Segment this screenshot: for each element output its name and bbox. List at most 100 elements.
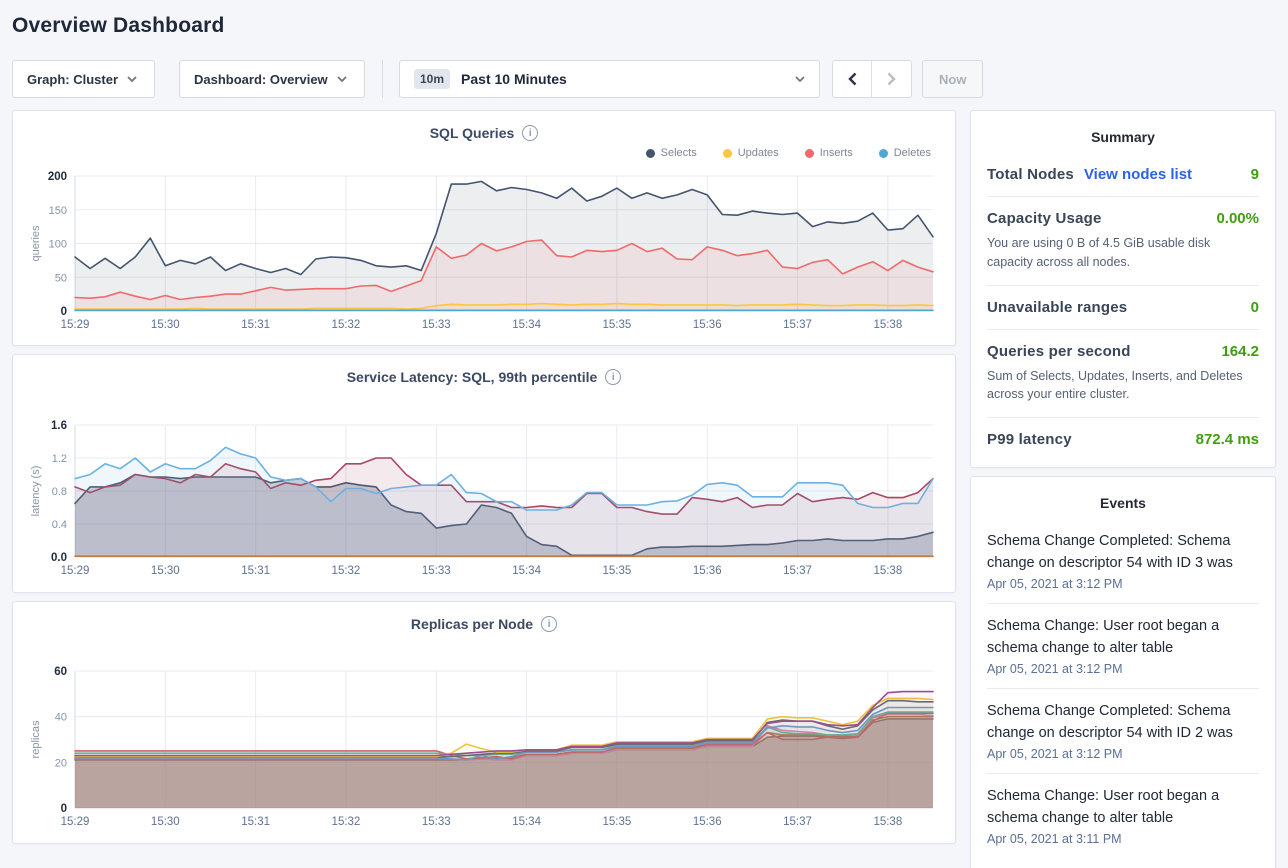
legend-dot — [878, 148, 888, 158]
legend-label: Deletes — [893, 147, 931, 159]
total-nodes-value: 9 — [1250, 166, 1259, 183]
event-item: Schema Change Completed: Schema change o… — [987, 519, 1259, 603]
svg-text:15:31: 15:31 — [241, 565, 270, 577]
svg-text:15:32: 15:32 — [332, 565, 361, 577]
event-timestamp: Apr 05, 2021 at 3:12 PM — [987, 577, 1123, 592]
chevron-down-icon — [337, 76, 347, 82]
unavailable-ranges-value: 0 — [1250, 298, 1259, 316]
event-timestamp: Apr 05, 2021 at 3:11 PM — [987, 832, 1122, 847]
svg-text:50: 50 — [55, 272, 67, 284]
capacity-label: Capacity Usage — [987, 210, 1102, 227]
svg-text:15:35: 15:35 — [603, 319, 632, 331]
legend-dot — [722, 148, 732, 158]
svg-text:15:36: 15:36 — [693, 816, 722, 828]
toolbar: Graph: Cluster Dashboard: Overview 10m P… — [12, 60, 1276, 98]
graph-dropdown[interactable]: Graph: Cluster — [12, 60, 155, 98]
svg-text:15:34: 15:34 — [512, 319, 541, 331]
view-nodes-list-link[interactable]: View nodes list — [1083, 166, 1193, 183]
graph-dropdown-label: Graph: Cluster — [27, 71, 119, 87]
legend-item-selects[interactable]: Selects — [645, 147, 697, 159]
svg-text:15:35: 15:35 — [603, 565, 632, 577]
svg-text:1.2: 1.2 — [52, 453, 67, 465]
svg-text:15:32: 15:32 — [332, 816, 361, 828]
sql-queries-chart[interactable]: 15:29 15:30 15:31 15:32 15:33 15:34 15:35 15:36… — [27, 161, 943, 337]
event-timestamp: Apr 05, 2021 at 3:12 PM — [987, 662, 1123, 677]
chevron-down-icon — [127, 76, 137, 82]
svg-text:40: 40 — [55, 712, 67, 724]
summary-row-total-nodes: Total Nodes View nodes list 9 — [987, 153, 1259, 197]
svg-text:15:38: 15:38 — [873, 816, 902, 828]
qps-value: 164.2 — [1221, 342, 1259, 360]
svg-text:15:34: 15:34 — [512, 565, 541, 577]
legend-item-inserts[interactable]: Inserts — [804, 147, 853, 159]
svg-text:15:36: 15:36 — [693, 319, 722, 331]
qps-description: Sum of Selects, Updates, Inserts, and De… — [987, 368, 1243, 402]
event-message: Schema Change: User root began a schema … — [987, 618, 1220, 657]
event-item: Schema Change: User root began a schema … — [987, 603, 1259, 688]
svg-text:15:32: 15:32 — [332, 319, 361, 331]
event-timestamp: Apr 05, 2021 at 3:12 PM — [987, 747, 1123, 762]
sidebar: Summary Total Nodes View nodes list 9 Ca… — [970, 110, 1276, 868]
service-latency-panel: Service Latency: SQL, 99th percentile i … — [12, 354, 956, 593]
capacity-value: 0.00% — [1216, 210, 1259, 227]
time-step-forward-button[interactable] — [872, 61, 911, 97]
svg-text:15:38: 15:38 — [873, 565, 902, 577]
info-icon[interactable]: i — [605, 369, 622, 385]
svg-text:queries: queries — [30, 225, 42, 262]
chevron-down-icon — [795, 76, 805, 82]
summary-row-unavailable-ranges: Unavailable ranges 0 — [987, 286, 1259, 330]
svg-text:15:30: 15:30 — [151, 565, 180, 577]
info-icon[interactable]: i — [541, 616, 558, 632]
legend-label: Selects — [660, 147, 697, 159]
summary-title: Summary — [1091, 129, 1155, 145]
events-panel: Events Schema Change Completed: Schema c… — [970, 476, 1276, 868]
unavailable-ranges-label: Unavailable ranges — [987, 298, 1128, 316]
svg-text:1.6: 1.6 — [51, 420, 67, 432]
chart-legend: Selects Updates Inserts Deletes — [27, 145, 941, 161]
dashboard-dropdown[interactable]: Dashboard: Overview — [179, 60, 365, 98]
info-icon[interactable]: i — [522, 125, 539, 141]
dashboard-dropdown-label: Dashboard: Overview — [194, 71, 328, 87]
capacity-description: You are using 0 B of 4.5 GiB usable disk… — [987, 236, 1211, 269]
legend-item-updates[interactable]: Updates — [722, 147, 779, 159]
svg-text:15:29: 15:29 — [61, 319, 90, 331]
time-step-back-button[interactable] — [833, 61, 872, 97]
svg-text:0: 0 — [61, 803, 67, 815]
legend-item-deletes[interactable]: Deletes — [878, 147, 931, 159]
svg-text:15:33: 15:33 — [422, 319, 451, 331]
svg-text:100: 100 — [49, 239, 67, 251]
svg-text:15:37: 15:37 — [783, 816, 812, 828]
svg-text:15:31: 15:31 — [241, 319, 270, 331]
time-step-buttons — [832, 60, 912, 98]
now-button[interactable]: Now — [922, 60, 984, 98]
dashboard-content: SQL Queries i Selects Updates Inserts Delet… — [12, 110, 1276, 868]
service-latency-chart[interactable]: 15:29 15:30 15:31 15:32 15:33 15:34 15:35 15:36… — [27, 403, 943, 583]
charts-column: SQL Queries i Selects Updates Inserts Delet… — [12, 110, 956, 852]
time-range-picker[interactable]: 10m Past 10 Minutes — [399, 60, 820, 98]
svg-text:15:34: 15:34 — [512, 816, 541, 828]
summary-panel: Summary Total Nodes View nodes list 9 Ca… — [970, 110, 1276, 468]
time-range-badge: 10m — [414, 69, 451, 89]
svg-text:200: 200 — [48, 171, 67, 183]
replicas-per-node-chart[interactable]: 15:29 15:30 15:31 15:32 15:33 15:34 15:35 15:36… — [27, 650, 943, 834]
p99-latency-label: P99 latency — [987, 431, 1072, 448]
svg-text:15:29: 15:29 — [61, 565, 90, 577]
total-nodes-label: Total Nodes — [987, 166, 1074, 183]
svg-text:15:36: 15:36 — [693, 565, 722, 577]
svg-text:0: 0 — [61, 306, 67, 318]
summary-row-p99-latency: P99 latency 872.4 ms — [987, 418, 1259, 461]
chevron-left-icon — [847, 72, 856, 86]
chart-title: Replicas per Node — [410, 616, 534, 632]
svg-text:0.0: 0.0 — [51, 552, 67, 564]
svg-text:15:37: 15:37 — [783, 565, 812, 577]
chart-title: SQL Queries — [429, 125, 515, 141]
svg-text:replicas: replicas — [30, 720, 42, 758]
svg-text:15:29: 15:29 — [61, 816, 90, 828]
svg-text:60: 60 — [54, 666, 67, 678]
qps-label: Queries per second — [987, 342, 1131, 360]
event-message: Schema Change: User root began a schema … — [987, 788, 1220, 827]
replicas-per-node-panel: Replicas per Node i 15:29 15:30 15:31 15:32… — [12, 601, 956, 844]
toolbar-divider — [382, 60, 383, 98]
legend-dot — [645, 148, 655, 158]
